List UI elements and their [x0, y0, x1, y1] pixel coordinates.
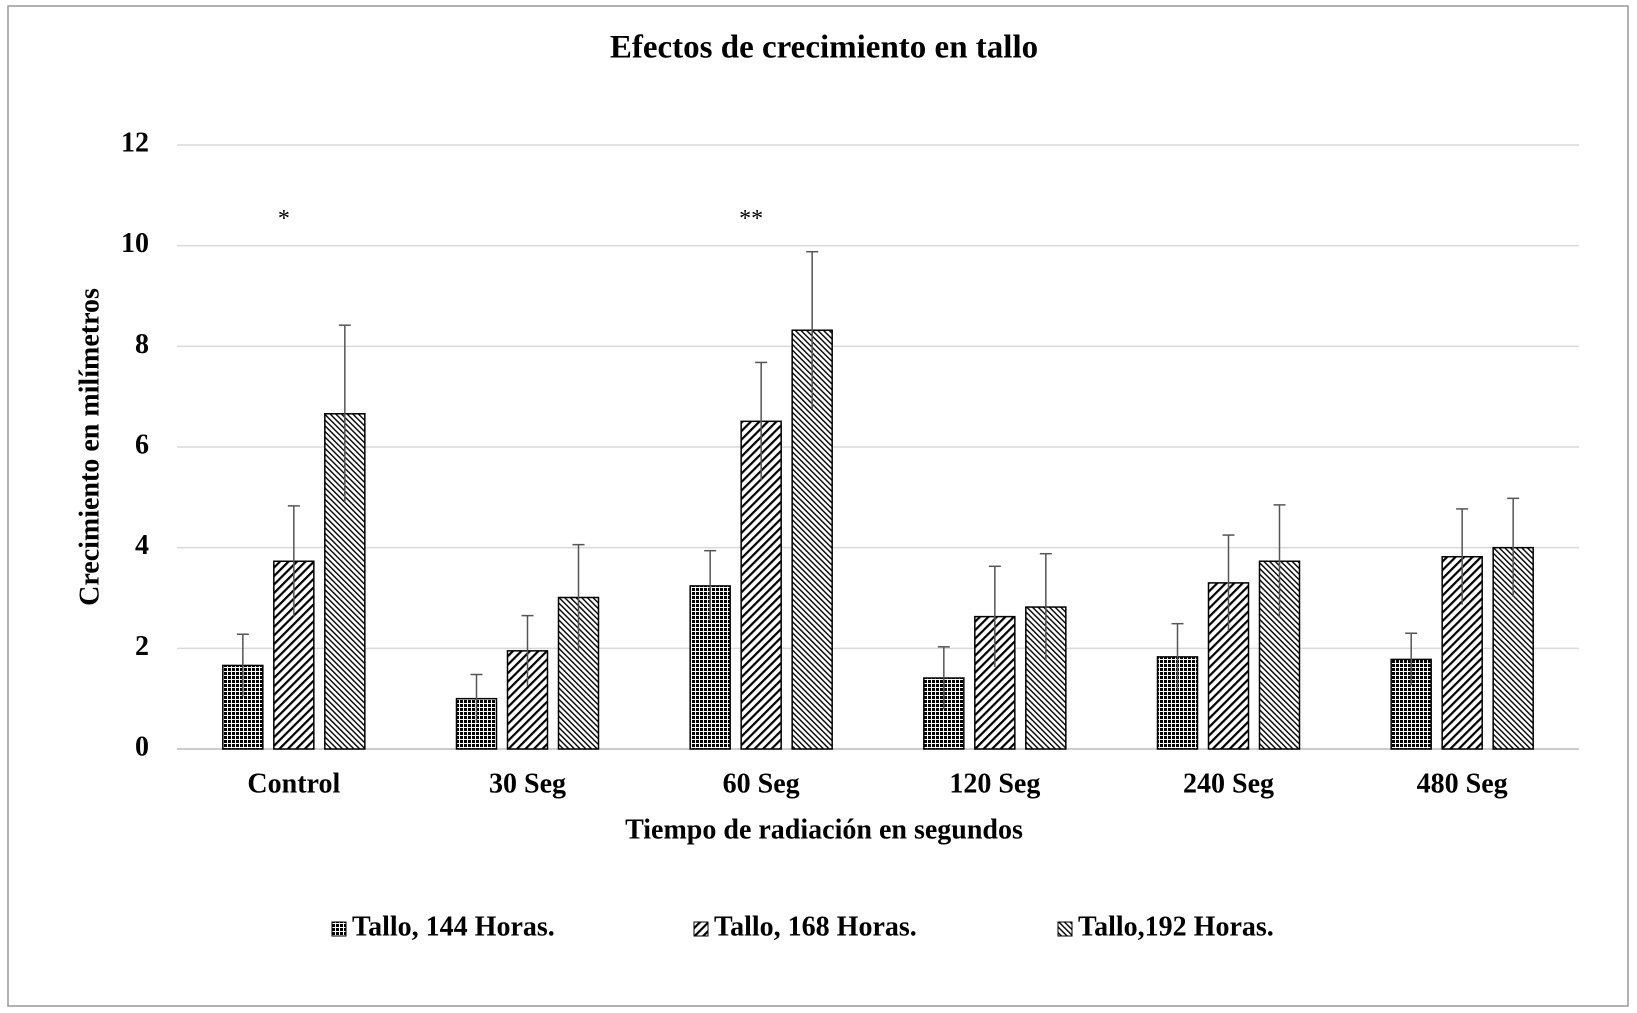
x-axis-label: Tiempo de radiación en segundos [625, 814, 1023, 845]
annotation: ** [739, 206, 763, 232]
legend-label: Tallo, 144 Horas. [352, 911, 555, 942]
x-tick-label: 480 Seg [1417, 768, 1508, 799]
x-tick-label: 60 Seg [723, 768, 800, 799]
x-tick-label: 240 Seg [1183, 768, 1274, 799]
y-tick-label: 2 [135, 631, 149, 662]
chart-title: Efectos de crecimiento en tallo [610, 30, 1038, 66]
frame [7, 5, 1629, 1007]
legend-swatch [331, 921, 347, 937]
y-tick-label: 6 [135, 429, 149, 460]
y-tick-label: 10 [121, 228, 149, 259]
legend-swatch [1057, 921, 1073, 937]
y-tick-label: 0 [135, 731, 149, 762]
annotation: * [278, 206, 290, 232]
x-tick-label: 120 Seg [949, 768, 1040, 799]
x-tick-label: Control [247, 768, 340, 799]
legend-label: Tallo, 168 Horas. [714, 911, 917, 942]
legend-swatch [693, 921, 709, 937]
y-tick-label: 12 [121, 127, 149, 158]
y-tick-label: 8 [135, 329, 149, 360]
bar [1156, 656, 1199, 750]
legend-label: Tallo,192 Horas. [1078, 911, 1274, 942]
y-tick-label: 4 [135, 530, 149, 561]
x-tick-label: 30 Seg [489, 768, 566, 799]
y-axis-label: Crecimiento en milímetros [74, 288, 105, 606]
